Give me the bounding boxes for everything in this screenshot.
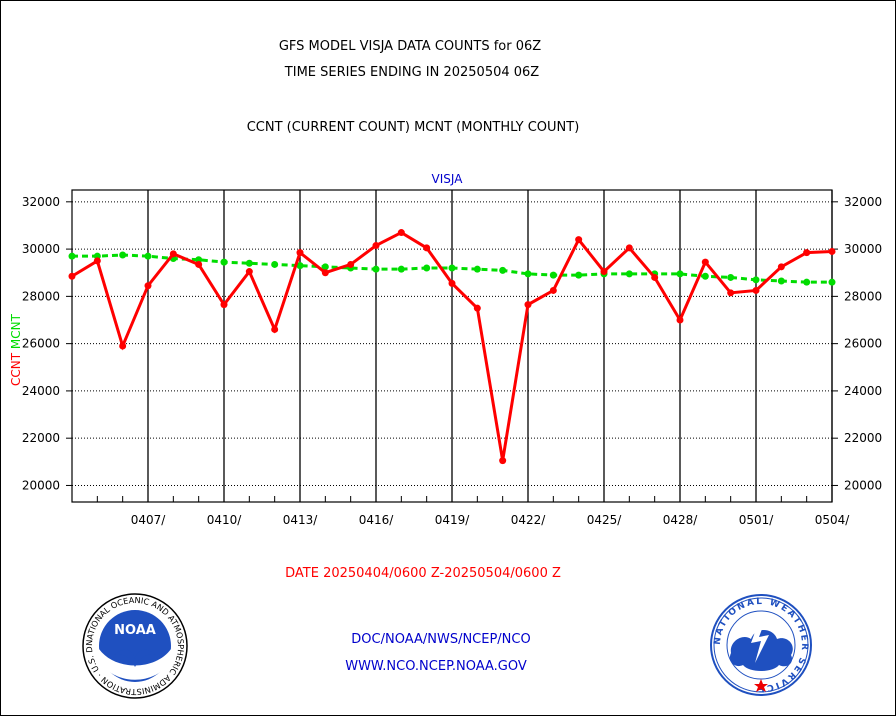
y-tick-label-left: 22000 [22,431,60,445]
mcnt-point [803,278,811,286]
y-axis-label-group: CCNT MCNT [9,313,23,386]
ccnt-point [347,260,355,268]
ccnt-point [448,279,456,287]
ccnt-point [727,289,735,297]
y-tick-label-left: 32000 [22,195,60,209]
mcnt-point [625,270,633,278]
chart-subtitle: CCNT (CURRENT COUNT) MCNT (MONTHLY COUNT… [246,120,580,135]
y-tick-label-right: 28000 [844,289,882,303]
ccnt-point [321,269,329,277]
mcnt-point [524,270,532,278]
mcnt-point [752,276,760,284]
mcnt-point [575,271,583,279]
ccnt-point [499,457,507,465]
y-axis-label-mcnt: MCNT [9,313,23,349]
y-tick-label-left: 30000 [22,242,60,256]
chart-title-line1: GFS MODEL VISJA DATA COUNTS for 06Z [278,39,542,54]
mcnt-point [372,265,380,273]
mcnt-point [448,264,456,272]
ccnt-point [220,301,228,309]
ccnt-point [600,268,608,276]
mcnt-point [701,272,709,280]
nws-logo: NATIONAL WEATHER SERVICE [710,594,812,696]
x-tick-label: 0413/ [283,513,319,527]
ccnt-point [296,249,304,257]
ccnt-point [752,286,760,294]
x-tick-label: 0504/ [815,513,851,527]
date-range-label: DATE 20250404/0600 Z-20250504/0600 Z [285,566,561,581]
ccnt-point [372,242,380,250]
mcnt-point [828,278,836,286]
nco-website-link[interactable]: WWW.NCO.NCEP.NOAA.GOV [345,659,527,674]
mcnt-point [144,252,152,260]
y-tick-label-right: 20000 [844,478,882,492]
ccnt-point [397,229,405,237]
ccnt-point [195,260,203,268]
panel-title: VISJA [431,172,463,186]
x-tick-label: 0419/ [435,513,471,527]
y-tick-label-right: 32000 [844,195,882,209]
y-tick-label-left: 20000 [22,478,60,492]
y-tick-label-left: 28000 [22,289,60,303]
ccnt-point [169,250,177,258]
ccnt-point [676,316,684,324]
ccnt-point [625,244,633,252]
mcnt-point [473,265,481,273]
ccnt-point [803,249,811,257]
chart-title-line2: TIME SERIES ENDING IN 20250504 06Z [284,65,540,80]
mcnt-point [321,263,329,271]
ccnt-point [144,282,152,290]
ccnt-point [423,244,431,252]
ccnt-point [68,272,76,280]
ccnt-point [828,247,836,255]
mcnt-point [777,277,785,285]
doc-noaa-link[interactable]: DOC/NOAA/NWS/NCEP/NCO [351,632,531,647]
x-tick-label: 0416/ [359,513,395,527]
ccnt-point [701,258,709,266]
mcnt-point [296,262,304,270]
mcnt-point [423,264,431,272]
y-tick-label-right: 22000 [844,431,882,445]
ccnt-point [271,325,279,333]
mcnt-point [271,260,279,268]
y-tick-label-left: 24000 [22,384,60,398]
x-tick-label: 0425/ [587,513,623,527]
x-tick-label: 0410/ [207,513,243,527]
mcnt-point [245,259,253,267]
ccnt-point [524,301,532,309]
mcnt-point [676,270,684,278]
ccnt-point [651,273,659,281]
ccnt-point [119,342,127,350]
ccnt-point [575,236,583,244]
mcnt-point [727,273,735,281]
ccnt-point [549,286,557,294]
noaa-logo: NATIONAL OCEANIC AND ATMOSPHERIC ADMINIS… [80,591,188,699]
x-tick-label: 0407/ [131,513,167,527]
x-tick-label: 0428/ [663,513,699,527]
y-tick-label-left: 26000 [22,337,60,351]
svg-text:NOAA: NOAA [114,623,156,638]
y-tick-label-right: 26000 [844,337,882,351]
mcnt-point [68,252,76,260]
ccnt-point [473,304,481,312]
y-tick-label-right: 24000 [844,384,882,398]
x-tick-label: 0422/ [511,513,547,527]
ccnt-point [93,257,101,265]
mcnt-point [499,266,507,274]
ccnt-point [245,268,253,276]
y-axis-label-ccnt: CCNT MCNT [9,313,23,386]
ccnt-point [777,263,785,271]
x-tick-label: 0501/ [739,513,775,527]
y-tick-label-right: 30000 [844,242,882,256]
mcnt-point [119,251,127,259]
mcnt-point [397,265,405,273]
mcnt-point [549,271,557,279]
mcnt-point [220,258,228,266]
